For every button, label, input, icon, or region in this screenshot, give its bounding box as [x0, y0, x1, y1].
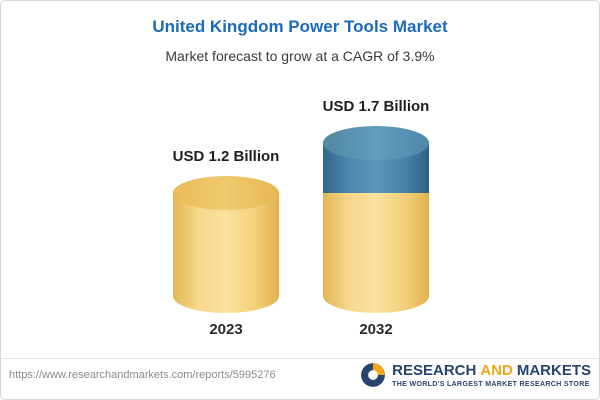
- chart-title: United Kingdom Power Tools Market: [152, 17, 448, 36]
- logo-wordmark: RESEARCH AND MARKETS: [392, 363, 591, 378]
- cylinder-top-cap: [173, 176, 279, 210]
- logo-word-research: RESEARCH: [392, 361, 477, 379]
- bar-2023: [173, 1, 279, 399]
- researchandmarkets-logo[interactable]: RESEARCH AND MARKETS THE WORLD'S LARGEST M…: [360, 362, 591, 388]
- report-url[interactable]: https://www.researchandmarkets.com/repor…: [9, 369, 276, 381]
- cylinder-segment-gold: [323, 177, 429, 313]
- value-label-2023: USD 1.2 Billion: [172, 148, 280, 165]
- logo-word-markets: MARKETS: [516, 361, 591, 379]
- value-label-2032: USD 1.7 Billion: [322, 98, 430, 115]
- x-label-2032: 2032: [359, 321, 393, 338]
- logo-icon: [361, 363, 386, 387]
- logo-tagline: THE WORLD'S LARGEST MARKET RESEARCH STOR…: [392, 380, 590, 388]
- bar-2032: [323, 1, 429, 399]
- footer-divider: [1, 358, 599, 359]
- cylinder-top-cap: [323, 126, 429, 160]
- x-label-2023: 2023: [209, 321, 243, 338]
- chart-subtitle: Market forecast to grow at a CAGR of 3.9…: [165, 48, 435, 64]
- cylinder-segment-gold: [173, 193, 279, 313]
- logo-text: RESEARCH AND MARKETS THE WORLD'S LARGEST M…: [392, 363, 591, 388]
- logo-word-and: AND: [480, 361, 513, 379]
